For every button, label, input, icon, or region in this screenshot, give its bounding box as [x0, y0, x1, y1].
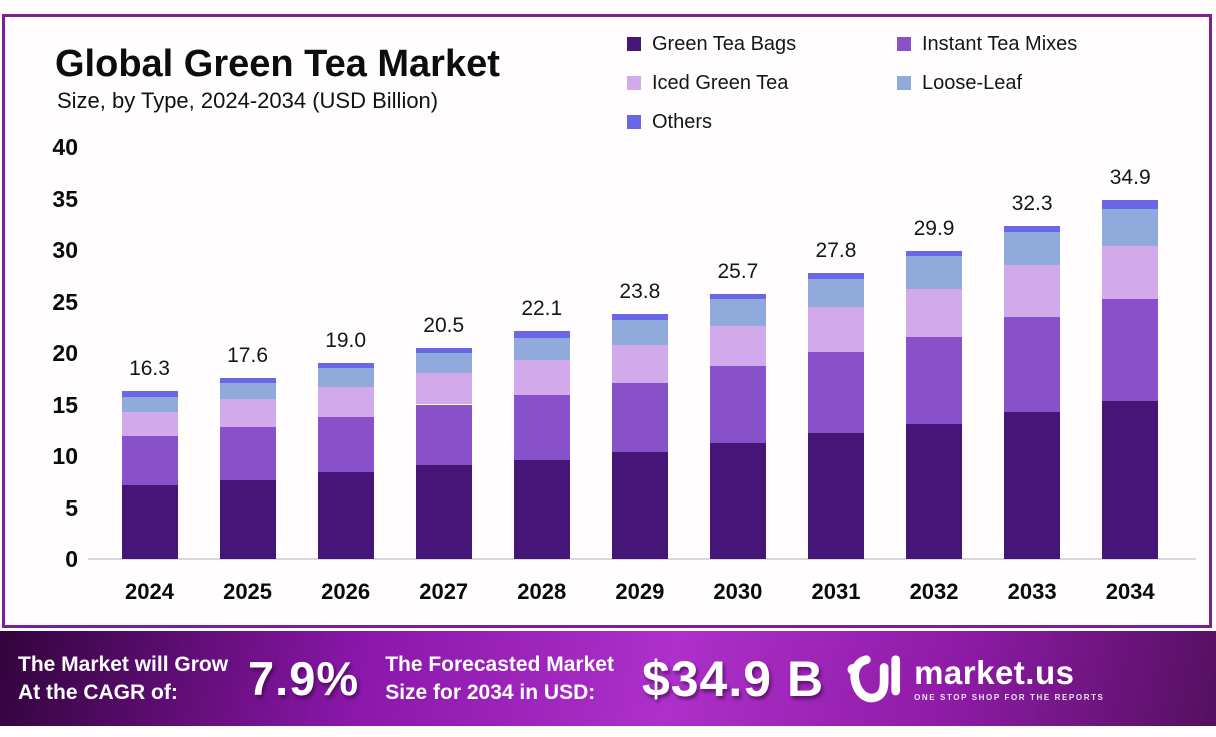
forecast-label-line1: The Forecasted Market [385, 652, 614, 676]
legend-item-iced-green-tea: Iced Green Tea [627, 70, 897, 96]
legend-item-others: Others [627, 109, 897, 135]
brand-name: market.us [914, 653, 1075, 691]
legend-swatch [897, 76, 911, 90]
legend: Green Tea Bags Instant Tea Mixes Iced Gree… [627, 31, 1077, 135]
brand-tagline: ONE STOP SHOP FOR THE REPORTS [914, 692, 1105, 702]
legend-swatch [627, 115, 641, 129]
page-subtitle: Size, by Type, 2024-2034 (USD Billion) [57, 88, 439, 113]
legend-item-loose-leaf: Loose-Leaf [897, 70, 1077, 96]
legend-item-instant-tea-mixes: Instant Tea Mixes [897, 31, 1077, 57]
forecast-label-line2: Size for 2034 in USD: [385, 680, 596, 704]
legend-label: Loose-Leaf [922, 71, 1023, 94]
legend-label: Others [652, 110, 713, 133]
legend-item-green-tea-bags: Green Tea Bags [627, 31, 897, 57]
legend-swatch [627, 76, 641, 90]
legend-label: Instant Tea Mixes [922, 32, 1078, 55]
forecast-value: $34.9 B [641, 650, 825, 707]
cagr-label-line2: At the CAGR of: [18, 680, 178, 704]
cagr-value: 7.9% [248, 652, 360, 705]
legend-label: Iced Green Tea [652, 71, 789, 94]
brand-text: market.us ONE STOP SHOP FOR THE REPORTS [914, 656, 1104, 702]
page-title: Global Green Tea Market [55, 43, 500, 85]
legend-label: Green Tea Bags [652, 32, 797, 55]
forecast-label: The Forecasted Market Size for 2034 in U… [385, 651, 614, 706]
cagr-label: The Market will Grow At the CAGR of: [18, 651, 228, 706]
market-us-logo-icon [847, 654, 901, 702]
legend-swatch [897, 37, 911, 51]
footer-banner: The Market will Grow At the CAGR of: 7.9… [0, 631, 1216, 726]
cagr-label-line1: The Market will Grow [18, 652, 229, 676]
brand-logo: market.us ONE STOP SHOP FOR THE REPORTS [846, 653, 1104, 705]
legend-swatch [627, 37, 641, 51]
